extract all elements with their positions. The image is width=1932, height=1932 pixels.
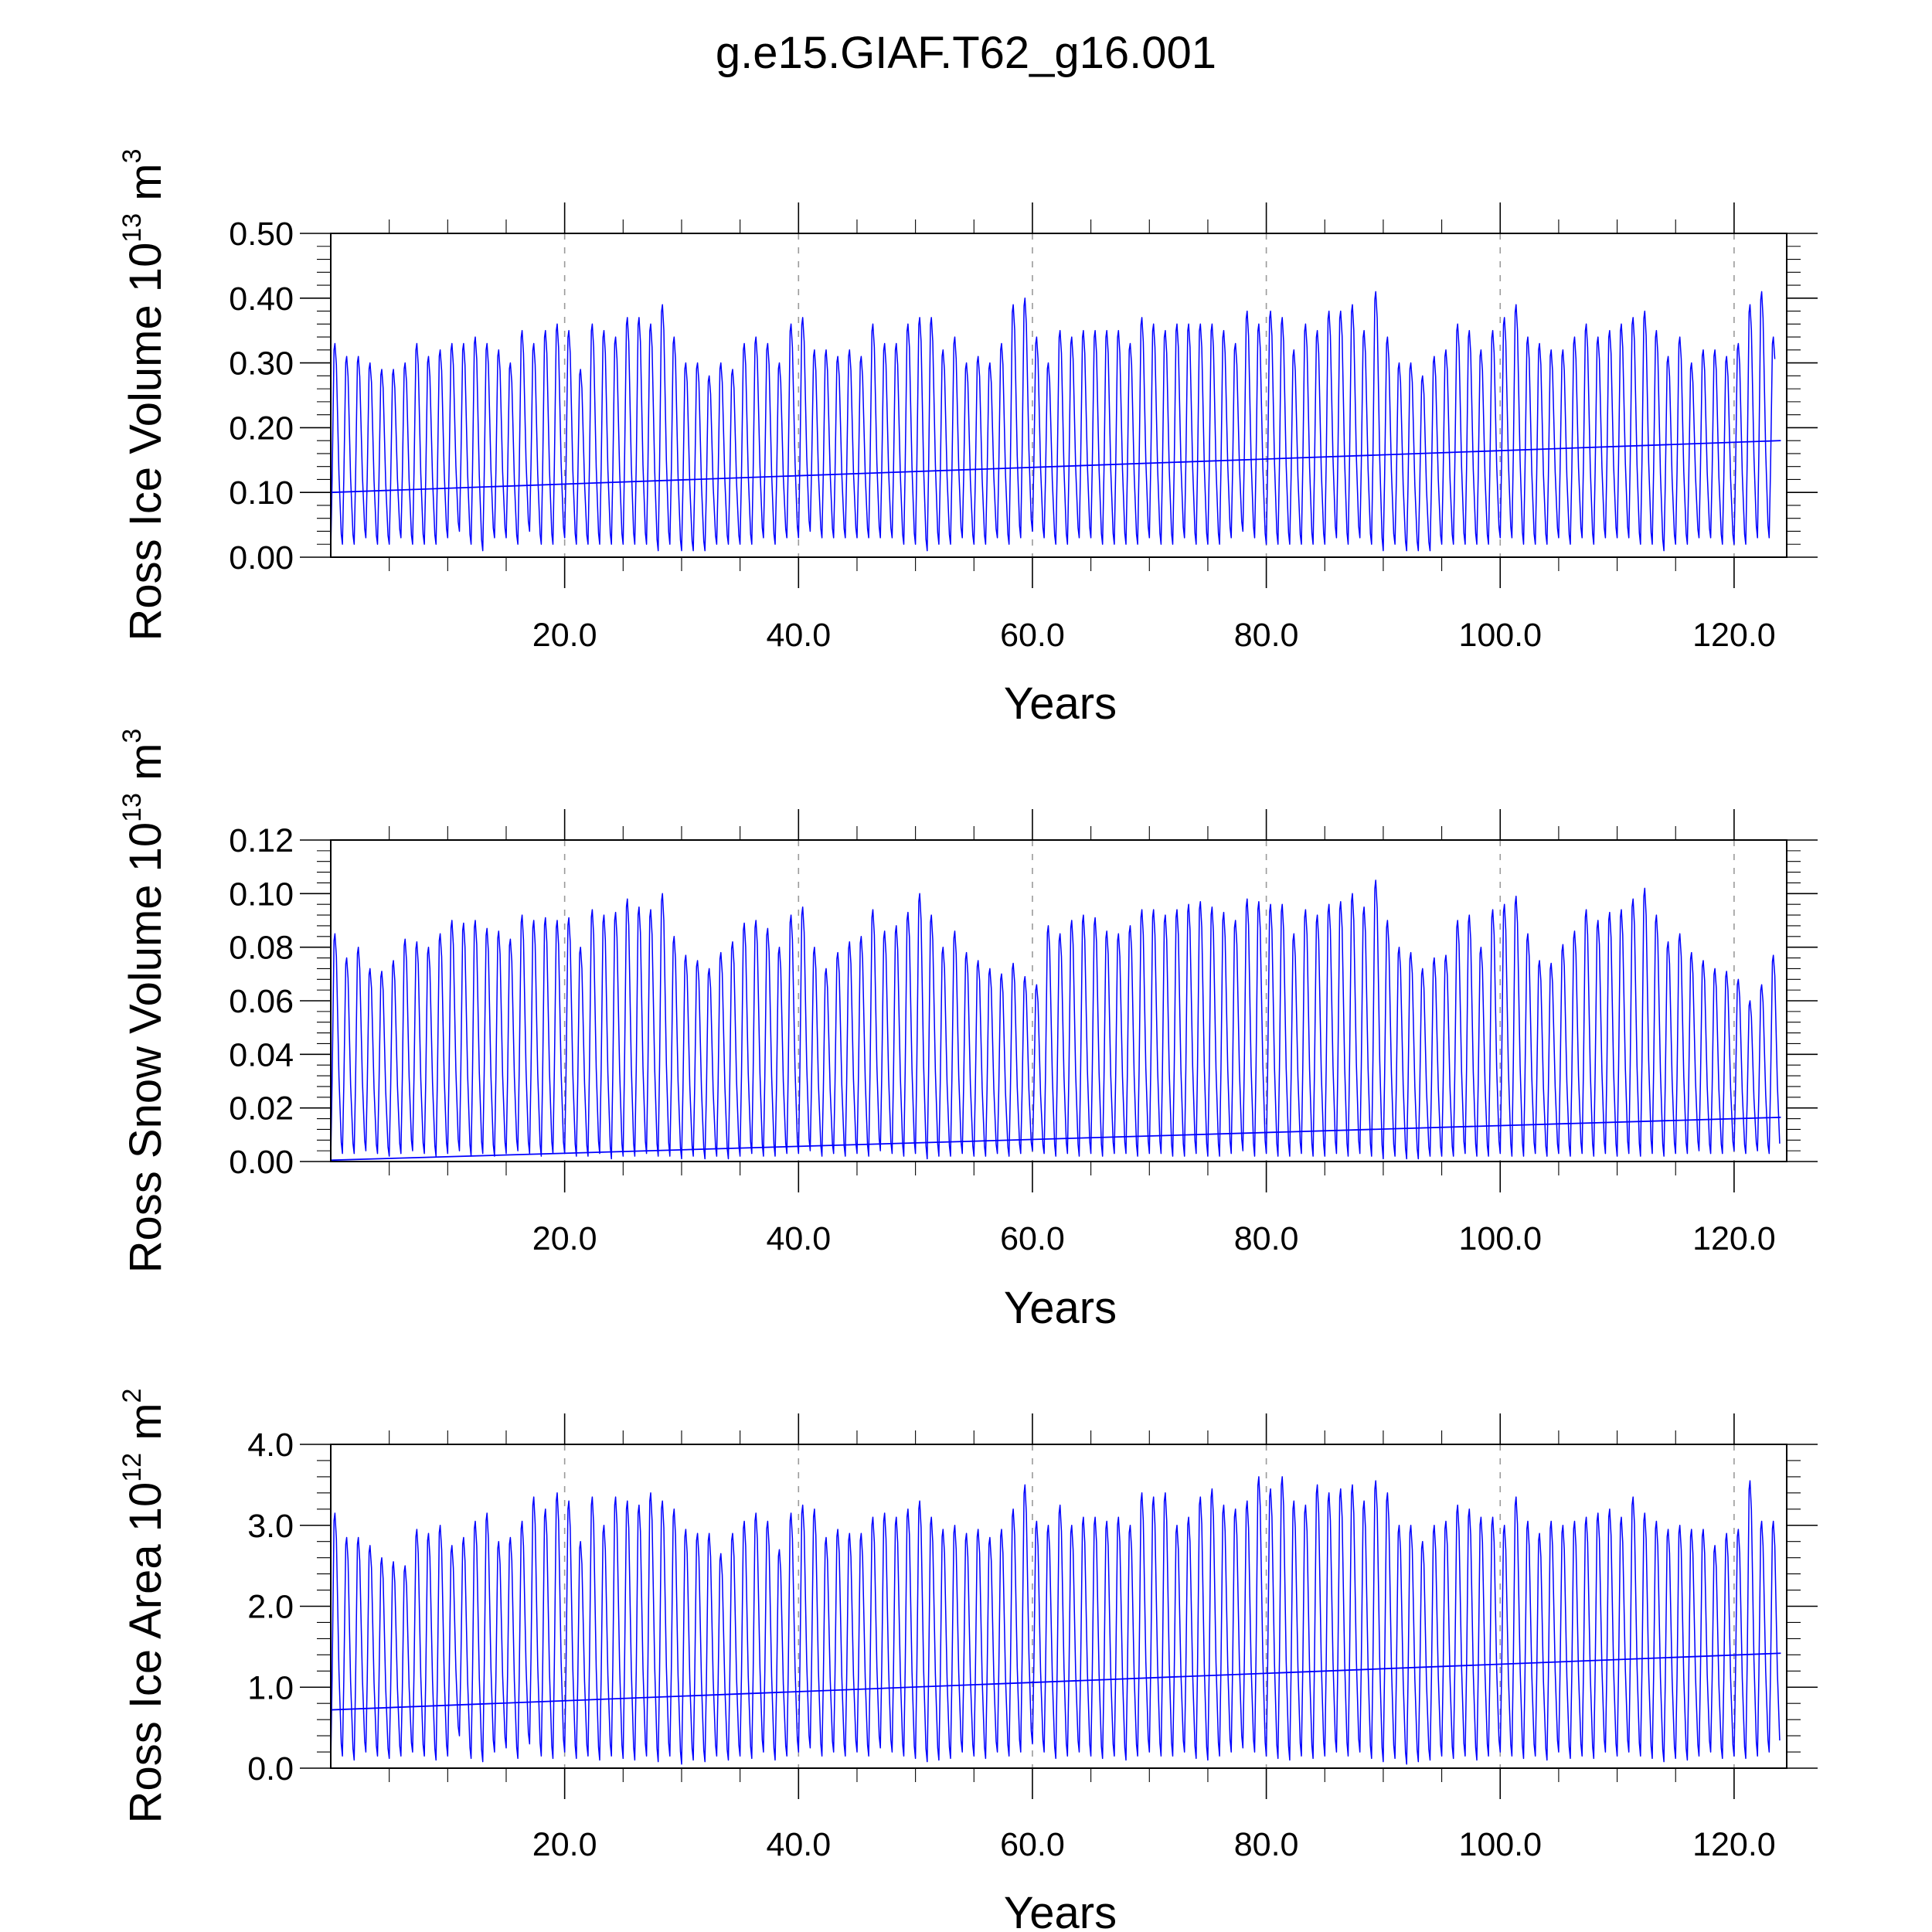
- x-tick-label: 60.0: [1000, 1826, 1065, 1863]
- x-axis-title: Years: [1004, 1283, 1117, 1333]
- y-axis-title-unit-exponent: 3: [117, 148, 147, 163]
- y-tick-label: 0.12: [229, 822, 294, 859]
- x-tick-label: 120.0: [1692, 617, 1776, 654]
- y-axis-title-unit: m: [121, 163, 171, 213]
- panel-2: 0.00 0.02 0.04 0.06 0.08 0.10 0.12 20.0 40.0 60.0…: [117, 729, 1818, 1333]
- y-tick-label: 0.00: [229, 539, 294, 577]
- y-tick-label: 0.40: [229, 281, 294, 318]
- series-line: [330, 879, 1781, 1160]
- x-tick-label: 20.0: [532, 1826, 597, 1863]
- x-tick-label: 40.0: [766, 1220, 831, 1257]
- x-tick-label: 20.0: [532, 1220, 597, 1257]
- y-tick-label: 0.08: [229, 930, 294, 967]
- x-tick-label: 80.0: [1234, 1220, 1299, 1257]
- y-tick-label: 0.0: [247, 1750, 294, 1787]
- y-axis-title-exponent: 13: [117, 213, 147, 243]
- x-tick-label: 80.0: [1234, 1826, 1299, 1863]
- trend-line: [330, 1652, 1781, 1711]
- panel-1: 0.00 0.10 0.20 0.30 0.40 0.50 20.0 40.0 60.0 80.0…: [117, 148, 1818, 729]
- y-tick-label: 4.0: [247, 1427, 294, 1464]
- series-line: [330, 291, 1776, 552]
- y-tick-label: 2.0: [247, 1589, 294, 1626]
- panel-3: 0.0 1.0 2.0 3.0 4.0 20.0 40.0 60.0 80.0 100.0 120.…: [117, 1389, 1818, 1932]
- x-tick-label: 100.0: [1458, 617, 1542, 654]
- x-tick-label: 120.0: [1692, 1220, 1776, 1257]
- x-axis-title: Years: [1004, 1888, 1117, 1932]
- y-axis-title: Ross Ice Volume 1013 m3: [117, 148, 171, 641]
- x-tick-label: 60.0: [1000, 1220, 1065, 1257]
- y-tick-label: 0.06: [229, 983, 294, 1020]
- y-tick-label: 3.0: [247, 1508, 294, 1545]
- x-tick-label: 80.0: [1234, 617, 1299, 654]
- x-tick-label: 40.0: [766, 617, 831, 654]
- y-axis-title-unit: m: [121, 1403, 171, 1452]
- y-tick-label: 0.10: [229, 876, 294, 913]
- x-tick-label: 100.0: [1458, 1826, 1542, 1863]
- y-axis-title-text: Ross Snow Volume 10: [121, 822, 171, 1274]
- plot-frame: [330, 233, 1787, 558]
- y-tick-label: 1.0: [247, 1669, 294, 1706]
- y-tick-label: 0.00: [229, 1144, 294, 1181]
- x-axis-title: Years: [1004, 679, 1117, 729]
- y-axis-title-text: Ross Ice Volume 10: [121, 243, 171, 641]
- y-tick-label: 0.20: [229, 410, 294, 447]
- y-axis-title-unit: m: [121, 743, 171, 793]
- x-tick-label: 120.0: [1692, 1826, 1776, 1863]
- y-tick-label: 0.02: [229, 1090, 294, 1128]
- y-axis-title-unit-exponent: 2: [117, 1389, 147, 1403]
- y-tick-label: 0.30: [229, 345, 294, 383]
- y-axis-title-exponent: 12: [117, 1453, 147, 1482]
- page-title: g.e15.GIAF.T62_g16.001: [716, 28, 1216, 78]
- x-tick-label: 40.0: [766, 1826, 831, 1863]
- y-tick-label: 0.04: [229, 1036, 294, 1073]
- y-axis-title-exponent: 13: [117, 793, 147, 822]
- y-tick-label: 0.10: [229, 474, 294, 512]
- y-axis-title-text: Ross Ice Area 10: [121, 1482, 171, 1824]
- x-tick-label: 100.0: [1458, 1220, 1542, 1257]
- plot-frame: [330, 839, 1787, 1162]
- x-tick-label: 20.0: [532, 617, 597, 654]
- y-axis-title: Ross Ice Area 1012 m2: [117, 1389, 171, 1824]
- x-tick-label: 60.0: [1000, 617, 1065, 654]
- trend-line: [330, 440, 1781, 494]
- trend-line: [330, 1116, 1781, 1162]
- y-axis-title: Ross Snow Volume 1013 m3: [117, 729, 171, 1274]
- y-axis-title-unit-exponent: 3: [117, 729, 147, 743]
- y-tick-label: 0.50: [229, 216, 294, 253]
- series-line: [330, 1476, 1781, 1765]
- plot-frame: [330, 1444, 1787, 1769]
